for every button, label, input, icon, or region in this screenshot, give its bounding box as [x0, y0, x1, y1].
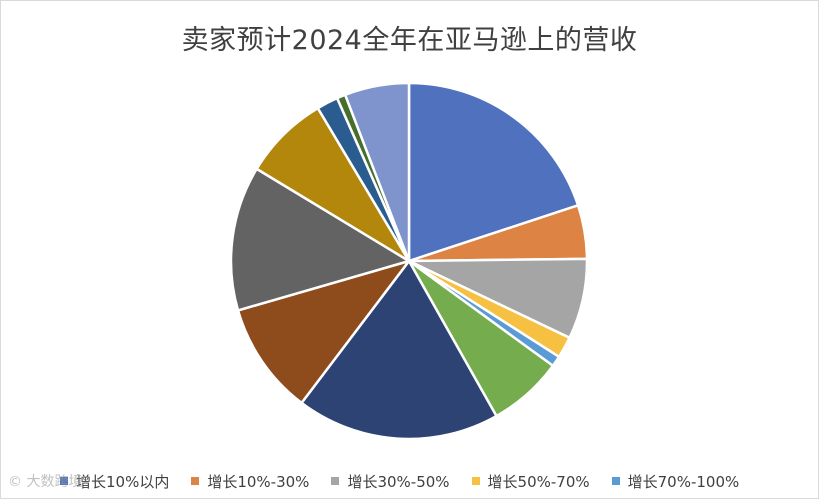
legend-item-4: 增长50%-70% [471, 471, 590, 492]
legend-item-1: 增长10%以内 [60, 471, 169, 492]
pie-slice-8 [236, 259, 411, 405]
legend-swatch [471, 477, 480, 485]
legend-label: 增长50%-70% [487, 472, 590, 491]
legend-label: 增长30%-50% [347, 472, 450, 491]
legend-swatch [331, 477, 340, 485]
legend-label: 增长70%-100% [627, 472, 740, 491]
legend-swatch [191, 477, 200, 485]
legend-item-5: 增长70%-100% [611, 471, 740, 492]
pie-slice-1 [407, 81, 580, 263]
legend-label: 增长10%-30% [207, 472, 310, 491]
legend-swatch [60, 477, 68, 485]
pie-slice-9 [229, 167, 411, 312]
chart-title: 卖家预计2024全年在亚马逊上的营收 [181, 25, 638, 56]
chart-legend: 增长10%以内 增长10%-30% 增长30%-50% 增长50%-70% 增长70%-… [60, 470, 800, 492]
watermark: © 大数跨境 [8, 474, 83, 490]
legend-item-3: 增长30%-50% [331, 471, 450, 492]
legend-item-2: 增长10%-30% [191, 471, 309, 492]
legend-swatch [611, 477, 620, 485]
pie-slice-13 [343, 81, 411, 263]
legend-label: 增长10%以内 [76, 472, 170, 491]
pie-slice-7 [300, 259, 498, 441]
